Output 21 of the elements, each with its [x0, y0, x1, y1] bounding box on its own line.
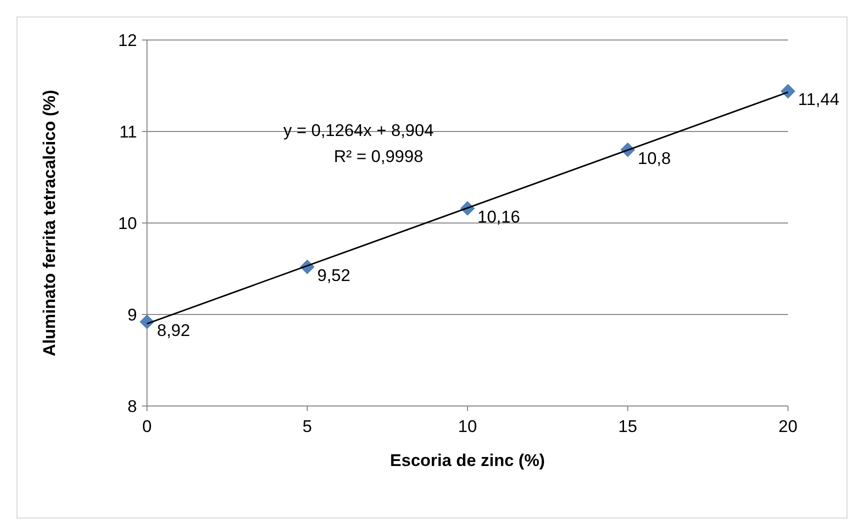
- data-label: 11,44: [798, 90, 840, 110]
- x-tick-label: 20: [778, 417, 798, 436]
- point: [780, 84, 796, 98]
- x-tick-label: 10: [458, 417, 477, 436]
- y-tick-label: 12: [118, 30, 137, 50]
- y-tick-label: 9: [128, 305, 137, 324]
- x-tick-label: 0: [142, 417, 152, 436]
- y-tick-label: 10: [118, 214, 137, 233]
- data-label: 8,92: [157, 320, 190, 340]
- point: [140, 314, 154, 330]
- y-tick-label: 11: [119, 122, 137, 142]
- x-tick-label: 15: [618, 417, 638, 436]
- data-label: 10,8: [638, 148, 671, 168]
- x-tick-label: 5: [302, 417, 312, 436]
- data-label: 9,52: [317, 266, 350, 285]
- x-axis-title: Escoria de zinc (%): [390, 451, 545, 470]
- annotation: R² = 0,9998: [334, 147, 424, 166]
- data-label: 10,16: [478, 207, 520, 226]
- y-tick-label: 8: [128, 396, 137, 416]
- y-axis-title: Aluminato ferrita tetracalcico (%): [40, 90, 59, 356]
- annotation: y = 0,1264x + 8,904: [283, 121, 434, 140]
